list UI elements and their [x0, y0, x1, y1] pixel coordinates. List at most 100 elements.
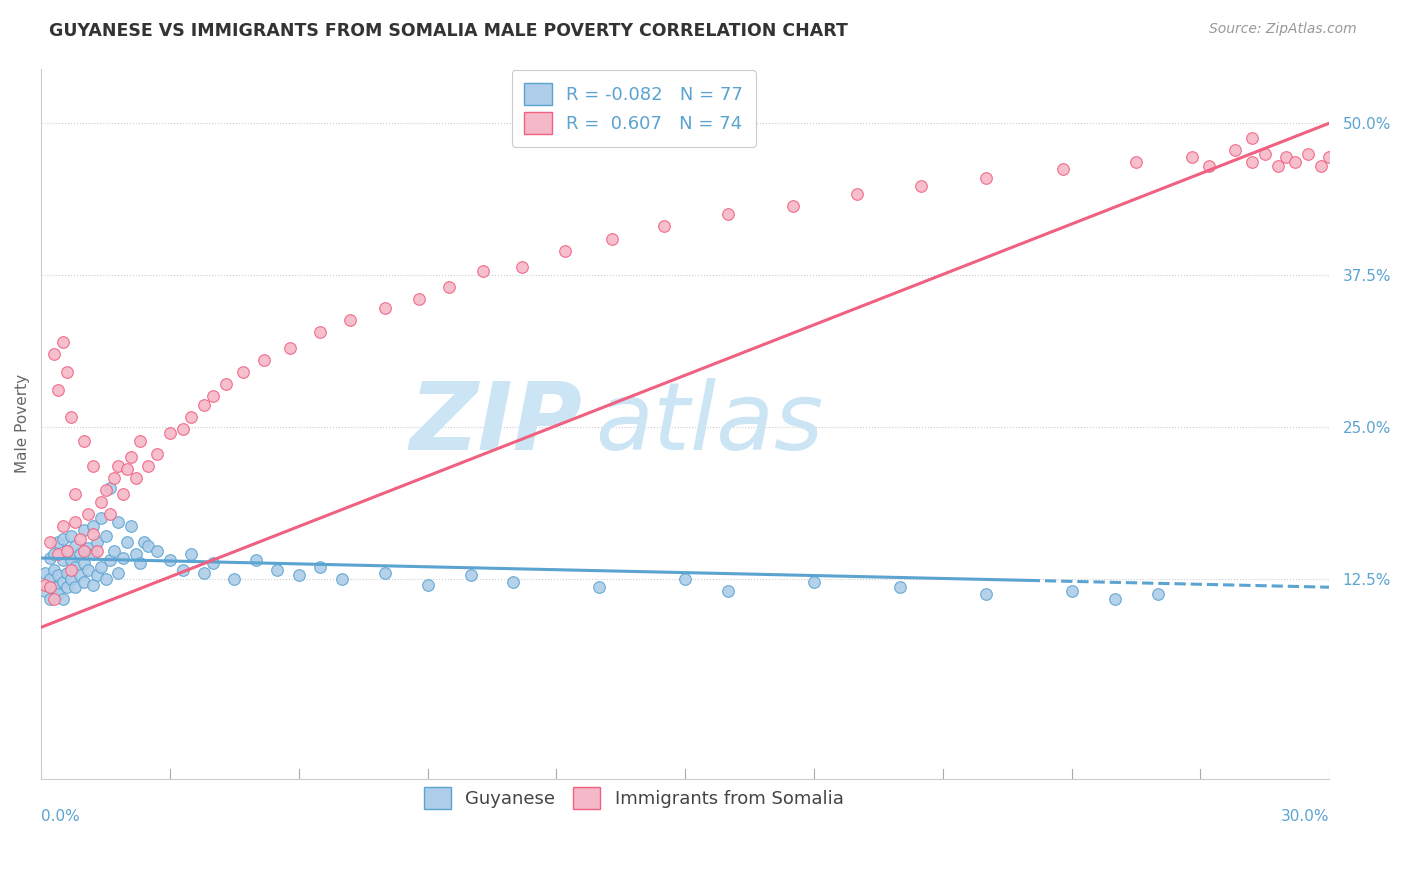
- Point: [98, 481, 121, 495]
- Point: [1267, 159, 1289, 173]
- Point: [1060, 583, 1083, 598]
- Point: [107, 515, 129, 529]
- Point: [193, 566, 215, 580]
- Point: [42, 592, 65, 607]
- Point: [69, 532, 91, 546]
- Point: [1146, 587, 1168, 601]
- Point: [253, 353, 276, 368]
- Point: [1240, 155, 1263, 169]
- Point: [910, 179, 932, 194]
- Point: [416, 578, 439, 592]
- Point: [502, 575, 524, 590]
- Point: [146, 543, 169, 558]
- Point: [224, 572, 246, 586]
- Point: [652, 219, 675, 234]
- Point: [107, 566, 129, 580]
- Point: [146, 447, 169, 461]
- Point: [1327, 155, 1350, 169]
- Point: [90, 559, 112, 574]
- Point: [1296, 146, 1319, 161]
- Point: [120, 519, 142, 533]
- Point: [472, 264, 495, 278]
- Point: [86, 568, 108, 582]
- Point: [1223, 143, 1246, 157]
- Point: [115, 462, 138, 476]
- Point: [266, 563, 288, 577]
- Point: [46, 535, 69, 549]
- Point: [138, 539, 160, 553]
- Point: [90, 511, 112, 525]
- Point: [588, 580, 610, 594]
- Point: [846, 186, 869, 201]
- Point: [408, 293, 430, 307]
- Point: [120, 450, 142, 465]
- Point: [1340, 146, 1362, 161]
- Point: [69, 548, 91, 562]
- Point: [1240, 130, 1263, 145]
- Text: ZIP: ZIP: [409, 378, 582, 470]
- Point: [56, 365, 79, 379]
- Point: [180, 410, 202, 425]
- Point: [134, 535, 156, 549]
- Point: [673, 572, 696, 586]
- Point: [111, 486, 134, 500]
- Point: [56, 580, 79, 594]
- Point: [98, 553, 121, 567]
- Point: [38, 535, 60, 549]
- Point: [172, 422, 194, 436]
- Point: [60, 529, 83, 543]
- Point: [201, 389, 224, 403]
- Point: [56, 543, 79, 558]
- Point: [159, 553, 181, 567]
- Text: GUYANESE VS IMMIGRANTS FROM SOMALIA MALE POVERTY CORRELATION CHART: GUYANESE VS IMMIGRANTS FROM SOMALIA MALE…: [49, 22, 848, 40]
- Point: [128, 556, 150, 570]
- Legend: Guyanese, Immigrants from Somalia: Guyanese, Immigrants from Somalia: [413, 776, 855, 820]
- Point: [180, 548, 202, 562]
- Point: [1052, 162, 1074, 177]
- Y-axis label: Male Poverty: Male Poverty: [15, 375, 30, 474]
- Point: [77, 508, 100, 522]
- Point: [201, 556, 224, 570]
- Point: [73, 543, 96, 558]
- Point: [82, 526, 104, 541]
- Point: [717, 583, 740, 598]
- Point: [60, 553, 83, 567]
- Point: [510, 260, 533, 274]
- Point: [374, 301, 396, 315]
- Point: [73, 556, 96, 570]
- Point: [1284, 155, 1306, 169]
- Point: [115, 535, 138, 549]
- Point: [1198, 159, 1220, 173]
- Point: [1275, 150, 1298, 164]
- Point: [94, 529, 117, 543]
- Point: [111, 551, 134, 566]
- Point: [34, 578, 56, 592]
- Point: [38, 572, 60, 586]
- Point: [124, 471, 146, 485]
- Point: [128, 434, 150, 449]
- Point: [1125, 155, 1147, 169]
- Point: [215, 377, 238, 392]
- Point: [65, 559, 87, 574]
- Point: [38, 551, 60, 566]
- Point: [107, 458, 129, 473]
- Point: [339, 313, 361, 327]
- Point: [278, 341, 301, 355]
- Point: [309, 559, 332, 574]
- Point: [437, 280, 460, 294]
- Point: [600, 231, 623, 245]
- Point: [159, 425, 181, 440]
- Point: [782, 199, 804, 213]
- Point: [77, 541, 100, 556]
- Point: [73, 575, 96, 590]
- Point: [1181, 150, 1204, 164]
- Text: Source: ZipAtlas.com: Source: ZipAtlas.com: [1209, 22, 1357, 37]
- Point: [46, 384, 69, 398]
- Point: [73, 434, 96, 449]
- Point: [1309, 159, 1331, 173]
- Point: [554, 244, 576, 258]
- Point: [90, 495, 112, 509]
- Point: [52, 575, 75, 590]
- Point: [34, 566, 56, 580]
- Point: [82, 548, 104, 562]
